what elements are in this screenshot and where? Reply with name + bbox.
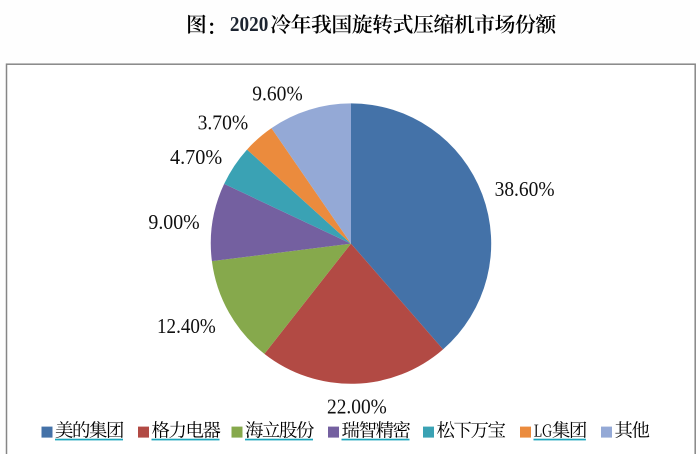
svg-text:2020: 2020 — [230, 12, 268, 36]
svg-text:38.60%: 38.60% — [495, 177, 555, 201]
svg-text:9.60%: 9.60% — [252, 81, 302, 105]
svg-text:3.70%: 3.70% — [198, 111, 249, 135]
svg-text:4.70%: 4.70% — [170, 145, 222, 169]
svg-text:12.40%: 12.40% — [157, 314, 216, 338]
svg-text:9.00%: 9.00% — [148, 210, 199, 234]
svg-text:22.00%: 22.00% — [327, 395, 387, 419]
